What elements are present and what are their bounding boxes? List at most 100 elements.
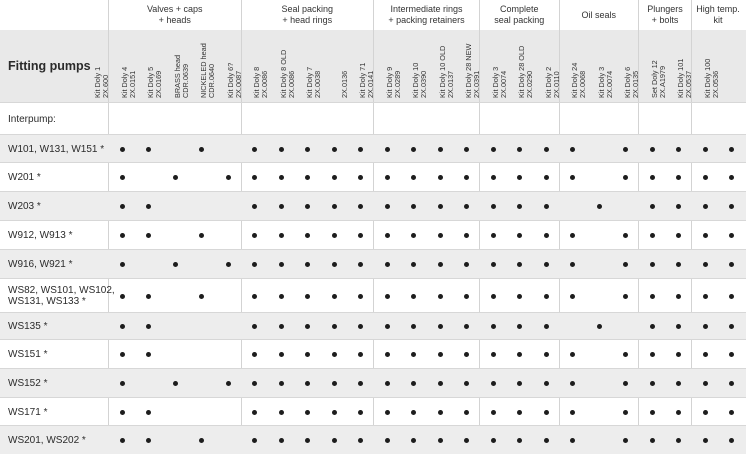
compatibility-dot — [702, 409, 708, 415]
compatibility-dot — [331, 175, 337, 180]
compatibility-dot — [517, 438, 523, 443]
compatibility-dot — [570, 262, 576, 267]
column-header-label: Kit Doly 10 2X.0390 — [411, 62, 428, 98]
compatibility-dot — [623, 438, 629, 443]
compatibility-dot — [252, 409, 258, 415]
compatibility-dot — [252, 381, 258, 386]
compatibility-dot — [119, 324, 125, 329]
group-header: Valves + caps + heads — [108, 0, 241, 30]
column-header: Kit Doly 100 2X.0536 — [703, 32, 745, 100]
column-header-label: Kit Doly 71 2X.0141 — [358, 62, 375, 98]
compatibility-dot — [384, 352, 390, 357]
group-divider — [108, 0, 109, 453]
compatibility-dot — [384, 381, 390, 386]
compatibility-dot — [490, 233, 496, 238]
compatibility-dot — [490, 381, 496, 386]
compatibility-dot — [252, 293, 258, 299]
column-header-label: Kit Doly 6? 2X.0087 — [225, 62, 243, 98]
group-divider — [638, 0, 639, 453]
group-header: Intermediate rings + packing retainers — [373, 0, 479, 30]
compatibility-dot — [437, 233, 443, 238]
compatibility-dot — [331, 233, 337, 238]
compatibility-dot — [490, 352, 496, 357]
compatibility-dot — [623, 146, 629, 152]
compatibility-dot — [384, 293, 390, 299]
compatibility-dot — [384, 438, 390, 443]
column-header-label: NICKELED head CDR.0640 — [199, 43, 216, 98]
compatibility-dot — [199, 233, 205, 238]
compatibility-dot — [543, 233, 549, 238]
compatibility-dot — [146, 293, 152, 299]
row-label: WS135 * — [8, 321, 48, 332]
compatibility-dot — [543, 204, 549, 209]
compatibility-dot — [729, 262, 735, 267]
compatibility-dot — [225, 175, 231, 180]
row-label: WS171 * — [8, 406, 48, 418]
column-header-label: Kit Doly 3 2X.0074 — [490, 66, 508, 98]
compatibility-dot — [146, 146, 152, 152]
compatibility-dot — [411, 146, 417, 152]
compatibility-dot — [278, 381, 284, 386]
row-label: WS82, WS101, WS102, WS131, WS133 * — [8, 285, 115, 307]
compatibility-dot — [649, 175, 655, 180]
compatibility-dot — [464, 324, 470, 329]
compatibility-dot — [146, 352, 152, 357]
column-header-label: Kit Doly 8 2X.0086 — [252, 66, 269, 98]
compatibility-dot — [702, 146, 708, 152]
compatibility-dot — [278, 175, 284, 180]
row-label: WS201, WS202 * — [8, 435, 86, 446]
compatibility-dot — [543, 352, 549, 357]
compatibility-dot — [437, 204, 443, 209]
compatibility-dot — [702, 204, 708, 209]
compatibility-dot — [278, 262, 284, 267]
row-label: W201 * — [8, 172, 41, 183]
group-divider — [373, 0, 374, 453]
compatibility-dot — [305, 381, 311, 386]
group-header: Complete seal packing — [479, 0, 559, 30]
compatibility-dot — [358, 438, 364, 443]
group-header: High temp. kit — [691, 0, 744, 30]
compatibility-dot — [305, 233, 311, 238]
compatibility-dot — [437, 352, 443, 357]
compatibility-dot — [464, 175, 470, 180]
group-header: Oil seals — [558, 0, 639, 30]
group-divider — [479, 0, 480, 453]
compatibility-dot — [119, 262, 125, 267]
compatibility-dot — [278, 204, 284, 209]
compatibility-dot — [411, 409, 417, 415]
compatibility-dot — [517, 352, 523, 357]
compatibility-dot — [490, 293, 496, 299]
compatibility-dot — [543, 324, 549, 329]
compatibility-dot — [517, 293, 523, 299]
compatibility-dot — [331, 146, 337, 152]
compatibility-dot — [305, 262, 311, 267]
compatibility-dot — [729, 409, 735, 415]
table-row: WS201, WS202 * — [0, 425, 746, 454]
column-header-label: Kit Doly 28 NEW 2X.0391 — [464, 43, 481, 98]
compatibility-dot — [252, 175, 258, 180]
table-row: WS135 * — [0, 312, 746, 339]
compatibility-dot — [358, 409, 364, 415]
table-row: WS82, WS101, WS102, WS131, WS133 * — [0, 278, 746, 312]
compatibility-dot — [596, 324, 602, 329]
compatibility-dot — [702, 381, 708, 386]
column-header-label: BRASS head CDR.0639 — [172, 55, 190, 98]
compatibility-dot — [411, 204, 417, 209]
compatibility-dot — [278, 324, 284, 329]
column-header-label: Kit Doly 4 2X.0151 — [119, 66, 137, 98]
compatibility-dot — [649, 262, 655, 267]
compatibility-dot — [305, 204, 311, 209]
compatibility-dot — [305, 324, 311, 329]
compatibility-dot — [252, 233, 258, 238]
compatibility-dot — [649, 352, 655, 357]
compatibility-dot — [649, 146, 655, 152]
compatibility-dot — [146, 204, 152, 209]
row-label: W912, W913 * — [8, 230, 73, 241]
compatibility-dot — [411, 293, 417, 299]
compatibility-dot — [146, 324, 152, 329]
compatibility-dot — [676, 438, 682, 443]
compatibility-dot — [464, 409, 470, 415]
column-header-label: 2X.0136 — [339, 70, 349, 98]
compatibility-dot — [411, 352, 417, 357]
